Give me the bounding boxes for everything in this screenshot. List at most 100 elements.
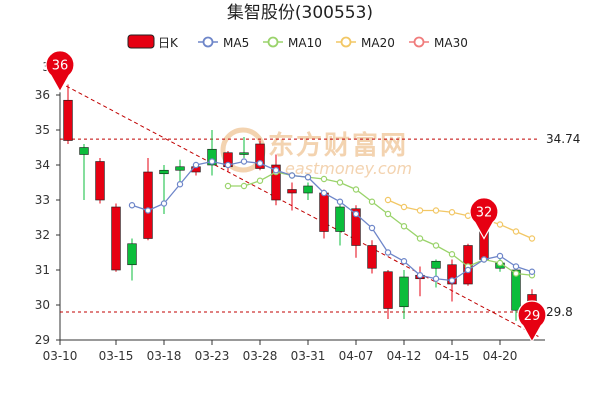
ma5-point[interactable]: [304, 174, 312, 181]
ma5-point[interactable]: [192, 161, 200, 169]
candle-body[interactable]: [111, 206, 121, 271]
candle-body[interactable]: [511, 269, 521, 311]
candle-body[interactable]: [175, 166, 185, 171]
ma10-point[interactable]: [368, 198, 376, 205]
ma10-point[interactable]: [336, 179, 344, 186]
ma5-point[interactable]: [480, 256, 488, 263]
price-marker-pin[interactable]: [45, 50, 75, 93]
ma5-point[interactable]: [128, 202, 136, 209]
ma5-point[interactable]: [208, 158, 216, 165]
ma10-point[interactable]: [224, 182, 232, 190]
ma10-point[interactable]: [416, 235, 424, 242]
legend-ma20-icon[interactable]: [340, 36, 352, 48]
price-marker-pin[interactable]: [517, 300, 547, 343]
candle-body[interactable]: [255, 143, 265, 169]
ma10-point[interactable]: [448, 251, 456, 258]
ma5-point[interactable]: [176, 181, 184, 188]
legend-ma5-label[interactable]: MA5: [223, 36, 249, 50]
candle-body[interactable]: [159, 169, 169, 175]
candle-body[interactable]: [79, 147, 89, 155]
candle-body[interactable]: [287, 189, 297, 194]
ma5-point[interactable]: [496, 252, 504, 260]
ma5-point[interactable]: [240, 158, 248, 165]
candle-body[interactable]: [143, 171, 153, 239]
ma5-point[interactable]: [384, 249, 392, 256]
ma20-point[interactable]: [432, 207, 440, 214]
candle-body[interactable]: [207, 148, 217, 166]
axes: 2930313233343536303-1003-1503-1803-2303-…: [35, 55, 545, 363]
ma5-point[interactable]: [224, 161, 232, 169]
candle-body[interactable]: [351, 208, 361, 246]
ma20-point[interactable]: [528, 235, 536, 242]
legend-ma20-label[interactable]: MA20: [361, 36, 395, 50]
ma5-point[interactable]: [464, 266, 472, 274]
ma5-point[interactable]: [256, 160, 264, 167]
legend-ma5-icon[interactable]: [202, 36, 214, 48]
candle-body[interactable]: [303, 185, 313, 194]
ma5-point[interactable]: [368, 224, 376, 232]
ma20-point[interactable]: [512, 228, 520, 235]
candle-body[interactable]: [367, 245, 377, 269]
candle-body[interactable]: [335, 206, 345, 232]
ma5-point[interactable]: [144, 207, 152, 214]
ma5-point[interactable]: [448, 277, 456, 284]
legend-kline-label[interactable]: 日K: [158, 36, 179, 50]
ma5-point[interactable]: [160, 200, 168, 207]
ma5-point[interactable]: [352, 210, 360, 218]
ma5-point[interactable]: [528, 268, 536, 275]
ma5-point[interactable]: [288, 172, 296, 179]
ma20-point[interactable]: [384, 196, 392, 204]
legend: 日K MA5 MA10 MA20 MA30: [127, 34, 468, 50]
ma10-point[interactable]: [256, 177, 264, 184]
ma20-line: [387, 199, 533, 240]
candle-body[interactable]: [95, 161, 105, 201]
watermark: 东方财富网 eastmoney.com: [220, 127, 412, 178]
ma20-point[interactable]: [448, 209, 456, 216]
ma10-point[interactable]: [496, 259, 504, 267]
moving-averages: [128, 158, 536, 284]
candle-body[interactable]: [383, 271, 393, 309]
ma5-point[interactable]: [272, 167, 280, 174]
candle-body[interactable]: [399, 276, 409, 308]
ma10-point[interactable]: [320, 175, 328, 183]
price-marker-pin[interactable]: [469, 197, 499, 240]
y-tick-label: 33: [35, 193, 50, 207]
x-tick-label: 04-07: [339, 349, 374, 363]
ma5-point[interactable]: [320, 189, 328, 197]
x-tick-label: 04-20: [483, 349, 518, 363]
x-tick-label: 04-12: [387, 349, 422, 363]
legend-kline-swatch[interactable]: [127, 34, 155, 49]
legend-ma10-label[interactable]: MA10: [288, 36, 322, 50]
ma5-point[interactable]: [432, 275, 440, 282]
candle-body[interactable]: [63, 99, 73, 141]
reference-line-label: 34.74: [546, 132, 580, 146]
legend-ma30-label[interactable]: MA30: [434, 36, 468, 50]
ma10-point[interactable]: [432, 242, 440, 249]
x-tick-label: 03-28: [243, 349, 278, 363]
legend-ma10-icon[interactable]: [267, 36, 279, 48]
ma5-point[interactable]: [416, 272, 424, 279]
ma5-point[interactable]: [512, 263, 520, 270]
candle-body[interactable]: [271, 164, 281, 201]
y-tick-label: 35: [35, 123, 50, 137]
candle-body[interactable]: [447, 264, 457, 285]
y-tick-label: 32: [35, 228, 50, 242]
x-tick-label: 03-31: [291, 349, 326, 363]
x-tick-label: 04-15: [435, 349, 470, 363]
ma10-point[interactable]: [240, 182, 248, 190]
ma20-point[interactable]: [400, 203, 408, 211]
candle-body[interactable]: [127, 243, 137, 266]
candle-body[interactable]: [431, 260, 441, 269]
watermark-main: 东方财富网: [268, 130, 408, 161]
ma20-point[interactable]: [416, 207, 424, 214]
ma5-point[interactable]: [400, 258, 408, 265]
legend-ma30-icon[interactable]: [413, 36, 425, 48]
candle-body[interactable]: [319, 192, 329, 232]
ma10-point[interactable]: [352, 186, 360, 193]
ma20-point[interactable]: [496, 221, 504, 228]
ma5-point[interactable]: [336, 198, 344, 205]
candle-body[interactable]: [239, 152, 249, 155]
ma10-point[interactable]: [384, 210, 392, 218]
ma10-point[interactable]: [400, 223, 408, 230]
ma10-point[interactable]: [512, 270, 520, 277]
